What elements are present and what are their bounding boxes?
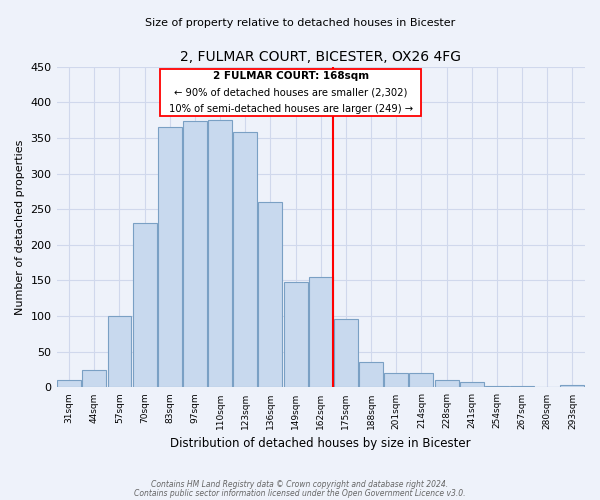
Bar [309,277,333,388]
Bar [460,382,484,388]
Title: 2, FULMAR COURT, BICESTER, OX26 4FG: 2, FULMAR COURT, BICESTER, OX26 4FG [180,50,461,64]
Bar [510,386,534,388]
Bar [385,373,408,388]
Text: Contains HM Land Registry data © Crown copyright and database right 2024.: Contains HM Land Registry data © Crown c… [151,480,449,489]
Bar [434,380,458,388]
Text: Size of property relative to detached houses in Bicester: Size of property relative to detached ho… [145,18,455,28]
Y-axis label: Number of detached properties: Number of detached properties [15,140,25,314]
Bar [284,282,308,388]
Bar [259,202,283,388]
Bar [57,380,81,388]
Bar [208,120,232,388]
Bar [560,386,584,388]
X-axis label: Distribution of detached houses by size in Bicester: Distribution of detached houses by size … [170,437,471,450]
Bar [485,386,509,388]
Bar [133,224,157,388]
Text: 2 FULMAR COURT: 168sqm: 2 FULMAR COURT: 168sqm [212,71,368,81]
Bar [158,127,182,388]
Bar [107,316,131,388]
Bar [183,122,207,388]
Bar [82,370,106,388]
Text: ← 90% of detached houses are smaller (2,302): ← 90% of detached houses are smaller (2,… [174,88,407,98]
Bar [359,362,383,388]
Bar [409,373,433,388]
Bar [233,132,257,388]
Text: Contains public sector information licensed under the Open Government Licence v3: Contains public sector information licen… [134,488,466,498]
Bar [334,319,358,388]
FancyBboxPatch shape [160,68,421,116]
Text: 10% of semi-detached houses are larger (249) →: 10% of semi-detached houses are larger (… [169,104,413,115]
